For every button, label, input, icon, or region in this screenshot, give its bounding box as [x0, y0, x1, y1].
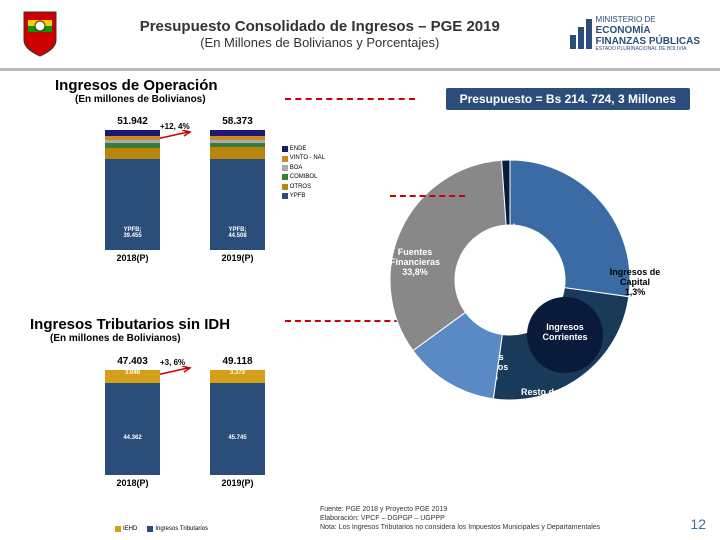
main-title: Presupuesto Consolidado de Ingresos – PG… [70, 18, 570, 35]
ministry-country: ESTADO PLURINACIONAL DE BOLIVIA [596, 47, 700, 53]
bolivia-shield-icon [20, 10, 60, 58]
xlabel: 2018(P) [105, 478, 160, 488]
xlabel: 2019(P) [210, 478, 265, 488]
budget-box: Presupuesto = Bs 214. 724, 3 Millones [446, 88, 690, 110]
section2-block: Ingresos Tributarios sin IDH (En millone… [30, 310, 230, 348]
ministry-logo: MINISTERIO DE ECONOMÍA FINANZAS PÚBLICAS… [570, 16, 700, 52]
footer-line: Fuente: PGE 2018 y Proyecto PGE 2019 [320, 505, 600, 514]
footer-line: Nota: Los Ingresos Tributarios no consid… [320, 523, 600, 532]
section2-sub: (En millones de Bolivianos) [50, 333, 230, 344]
xlabels-2: 2018(P) 2019(P) [55, 475, 315, 488]
ministry-small: MINISTERIO DE [596, 16, 700, 25]
donut-chart: Ingresos deOperación27,2%IngresosTributa… [350, 140, 670, 420]
svg-text:Resto de IngresosCorrientes12,: Resto de IngresosCorrientes12,8% [521, 387, 599, 417]
dash-arrow-3 [390, 195, 465, 197]
chart-ingresos-tributarios: +3, 6% 47.4033.04044.36249.1183.37345.74… [55, 370, 315, 520]
xlabel: 2018(P) [105, 253, 160, 263]
footer-line: Elaboración: VPCF – DGPGP – UGPPP [320, 514, 600, 523]
bars-1: 51.942YPFB; 39.45558.3735.806YPFB; 44.50… [55, 130, 315, 250]
chart-ingresos-operacion: +12, 4% 51.942YPFB; 39.45558.3735.806YPF… [55, 130, 315, 290]
ministry-big2: FINANZAS PÚBLICAS [596, 36, 700, 47]
title-block: Presupuesto Consolidado de Ingresos – PG… [70, 18, 570, 50]
footer: Fuente: PGE 2018 y Proyecto PGE 2019 Ela… [320, 505, 600, 532]
xlabels-1: 2018(P) 2019(P) [55, 250, 315, 263]
donut-svg: Ingresos deOperación27,2%IngresosTributa… [350, 140, 670, 420]
ministry-big1: ECONOMÍA [596, 25, 700, 36]
legend-2: IEHDIngresos Tributarios [115, 525, 208, 534]
svg-text:IngresosCorrientes: IngresosCorrientes [542, 322, 587, 342]
bars-2: 47.4033.04044.36249.1183.37345.745 [55, 370, 315, 475]
sub-title: (En Millones de Bolivianos y Porcentajes… [70, 35, 570, 50]
section2-title: Ingresos Tributarios sin IDH [30, 316, 230, 333]
header: Presupuesto Consolidado de Ingresos – PG… [0, 0, 720, 71]
dash-arrow-1 [285, 98, 415, 100]
xlabel: 2019(P) [210, 253, 265, 263]
page-number: 12 [690, 516, 706, 532]
ministry-text: MINISTERIO DE ECONOMÍA FINANZAS PÚBLICAS… [596, 16, 700, 52]
bars-logo-icon [570, 19, 592, 49]
legend-1: ENDEVINTO - NALBOACOMIBOLOTROSYPFB [282, 145, 325, 201]
